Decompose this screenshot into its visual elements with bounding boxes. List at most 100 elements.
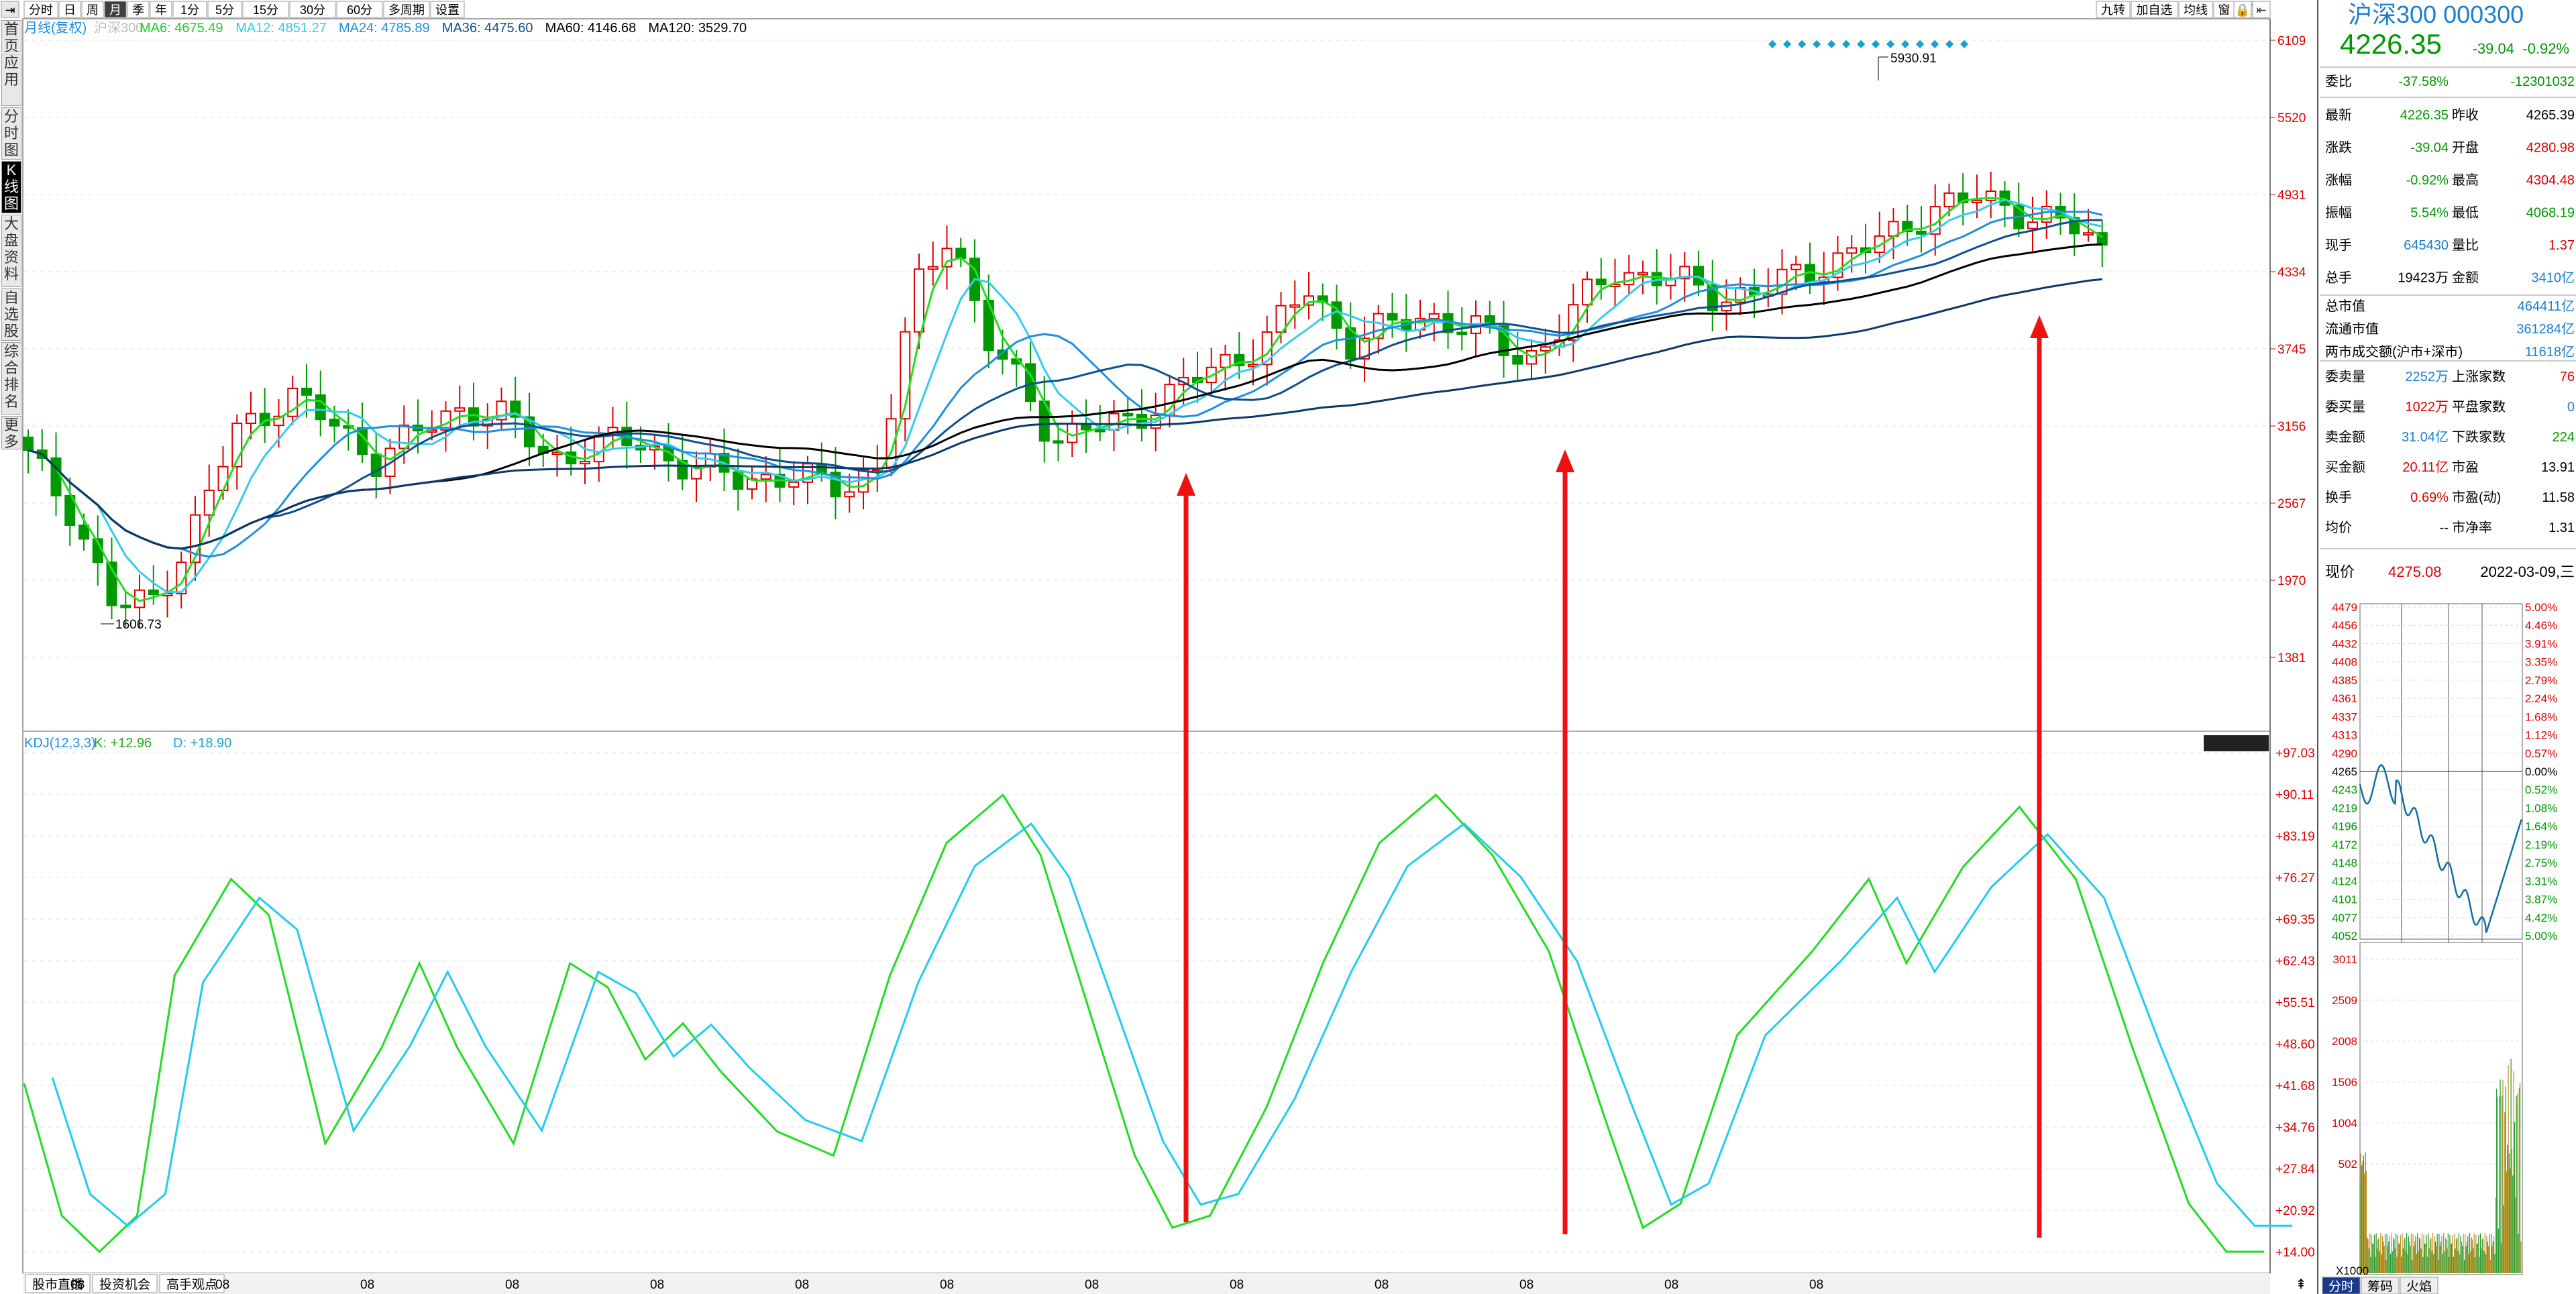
mini-tab-1[interactable] — [2361, 1277, 2400, 1294]
candle-body — [1289, 304, 1301, 308]
candle-body — [246, 413, 256, 425]
mini-left-axis-label: 4265 — [2332, 765, 2357, 778]
vol-axis-label: 502 — [2339, 1158, 2357, 1171]
mini-left-axis-label: 4408 — [2332, 656, 2357, 669]
kdj-axis-label: +55.51 — [2275, 996, 2315, 1010]
mini-left-axis-label: 4052 — [2332, 930, 2357, 942]
quote-label: 最低 — [2452, 205, 2479, 221]
ma-line-5 — [28, 278, 2102, 550]
toolbar-right-button-3[interactable] — [2213, 1, 2235, 18]
left-tab-6[interactable]: 综合排名 — [1, 342, 21, 415]
left-tab-7[interactable]: 更多 — [1, 416, 21, 449]
candle-body — [1456, 331, 1468, 335]
quote-value: 31.04亿 — [2402, 429, 2449, 445]
period-tab-7[interactable] — [207, 1, 242, 18]
kdj-axis-label: +97.03 — [2275, 747, 2315, 761]
left-tab-0[interactable]: 首页 — [1, 20, 21, 52]
candle-body — [2027, 221, 2038, 229]
period-tab-3[interactable] — [104, 1, 127, 18]
period-tab-0[interactable] — [23, 1, 58, 18]
period-tab-8[interactable] — [242, 1, 289, 18]
period-tab-10[interactable] — [336, 1, 383, 18]
kdj-axis-label: +62.43 — [2275, 955, 2315, 969]
candle-body — [120, 604, 131, 608]
quote-value: -0.92% — [2406, 173, 2449, 188]
left-tab-2[interactable]: 分时图 — [1, 107, 21, 160]
date-tick-label: 08 — [650, 1278, 664, 1292]
mini-tab-0[interactable] — [2322, 1277, 2361, 1294]
kdj-k-value: K: +12.96 — [94, 736, 152, 751]
period-tab-9[interactable] — [289, 1, 336, 18]
quote-value: 0 — [2567, 400, 2575, 415]
left-tab-3[interactable]: K线图 — [1, 161, 21, 213]
candle-body — [927, 266, 938, 270]
date-tick-label: 08 — [505, 1278, 519, 1292]
kdj-axis-label: +90.11 — [2275, 788, 2314, 802]
left-tab-4[interactable]: 大盘资料 — [1, 215, 21, 287]
weibi-pct: -37.58% — [2399, 74, 2449, 89]
date-tick-label: 08 — [1230, 1278, 1244, 1292]
candle-body — [64, 494, 76, 527]
signal-diamond-icon: ◆ — [1783, 38, 1792, 50]
quote-value: 4304.48 — [2526, 173, 2575, 188]
candle-body — [1888, 221, 1899, 237]
signal-diamond-icon: ◆ — [1872, 38, 1880, 50]
date-tick-label: 08 — [215, 1278, 229, 1292]
candle-body — [941, 248, 953, 268]
toolbar-right-label: 九转 — [2101, 3, 2125, 17]
toolbar-right-button-2[interactable] — [2178, 1, 2213, 18]
mini-left-axis-label: 4290 — [2332, 747, 2357, 760]
period-tab-5[interactable] — [150, 1, 172, 18]
quote-value: 224 — [2553, 430, 2575, 445]
quote-label: 上涨家数 — [2452, 369, 2506, 384]
candle-body — [1053, 440, 1064, 444]
mini-right-axis-label: 1.64% — [2525, 820, 2557, 833]
left-tab-1[interactable]: 应用 — [1, 54, 21, 106]
bottom-tab-2[interactable] — [159, 1274, 225, 1293]
toolbar-right-button-1[interactable] — [2131, 1, 2178, 18]
expand-icon: ⇤ — [2256, 3, 2266, 17]
period-tab-4[interactable] — [127, 1, 150, 18]
candle-body — [1846, 247, 1858, 254]
bottom-tab-0[interactable] — [25, 1274, 91, 1293]
signal-diamond-icon: ◆ — [1931, 38, 1939, 50]
legend-index-name: 沪深300 — [94, 20, 143, 36]
quote-label: 委卖量 — [2325, 369, 2365, 384]
quote-label: 买金额 — [2325, 460, 2365, 475]
expand-button[interactable] — [2252, 1, 2271, 18]
mini-left-axis-label: 4385 — [2332, 674, 2357, 687]
scroll-top-icon[interactable]: ⇞ — [2296, 1277, 2307, 1292]
period-tab-6[interactable] — [172, 1, 207, 18]
bottom-tab-1[interactable] — [92, 1274, 158, 1293]
mini-left-axis-label: 4077 — [2332, 912, 2357, 924]
period-tab-12[interactable] — [430, 1, 465, 18]
candle-body — [1874, 235, 1885, 254]
left-tab-5[interactable]: 自选股 — [1, 288, 21, 341]
quote-value: 1.31 — [2548, 521, 2575, 535]
now-date: 2022-03-09,三 — [2480, 563, 2575, 580]
period-tab-11[interactable] — [383, 1, 430, 18]
period-tab-1[interactable] — [58, 1, 81, 18]
date-tick-label: 08 — [1519, 1278, 1534, 1292]
lock-button[interactable] — [2233, 1, 2252, 18]
vol-axis-label: 2509 — [2332, 994, 2357, 1007]
vol-axis-label: 2008 — [2332, 1035, 2357, 1048]
period-tab-2[interactable] — [81, 1, 104, 18]
bottom-tab-label: 股市直播 — [32, 1277, 83, 1292]
signal-diamond-icon: ◆ — [1916, 38, 1925, 50]
quote-label: 最高 — [2452, 172, 2479, 188]
indicator-settings-button[interactable] — [2204, 735, 2269, 751]
quote-label: 总手 — [2325, 270, 2352, 286]
cap-value: 361284亿 — [2516, 321, 2575, 337]
menu-button[interactable] — [1, 1, 19, 18]
date-tick-label: 08 — [70, 1278, 85, 1292]
date-tick-label: 08 — [1809, 1278, 1823, 1292]
cap-label: 两市成交额(沪市+深市) — [2325, 344, 2463, 360]
mini-right-axis-label: 5.00% — [2525, 601, 2557, 614]
bottom-tab-label: 投资机会 — [99, 1277, 150, 1292]
ma-line-1 — [28, 199, 2103, 594]
toolbar-right-button-0[interactable] — [2096, 1, 2131, 18]
mini-tab-2[interactable] — [2400, 1277, 2438, 1294]
